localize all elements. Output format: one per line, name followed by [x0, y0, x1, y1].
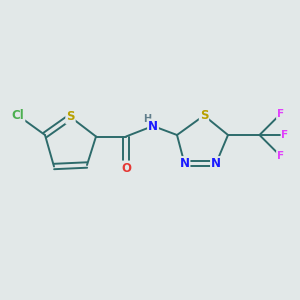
Text: N: N — [211, 157, 221, 170]
Text: N: N — [148, 119, 158, 133]
Text: H: H — [143, 114, 152, 124]
Text: S: S — [66, 110, 75, 124]
Text: F: F — [277, 109, 284, 119]
Text: N: N — [179, 157, 190, 170]
Text: S: S — [200, 109, 208, 122]
Text: Cl: Cl — [12, 109, 24, 122]
Text: O: O — [121, 161, 131, 175]
Text: F: F — [277, 151, 284, 161]
Text: F: F — [281, 130, 289, 140]
